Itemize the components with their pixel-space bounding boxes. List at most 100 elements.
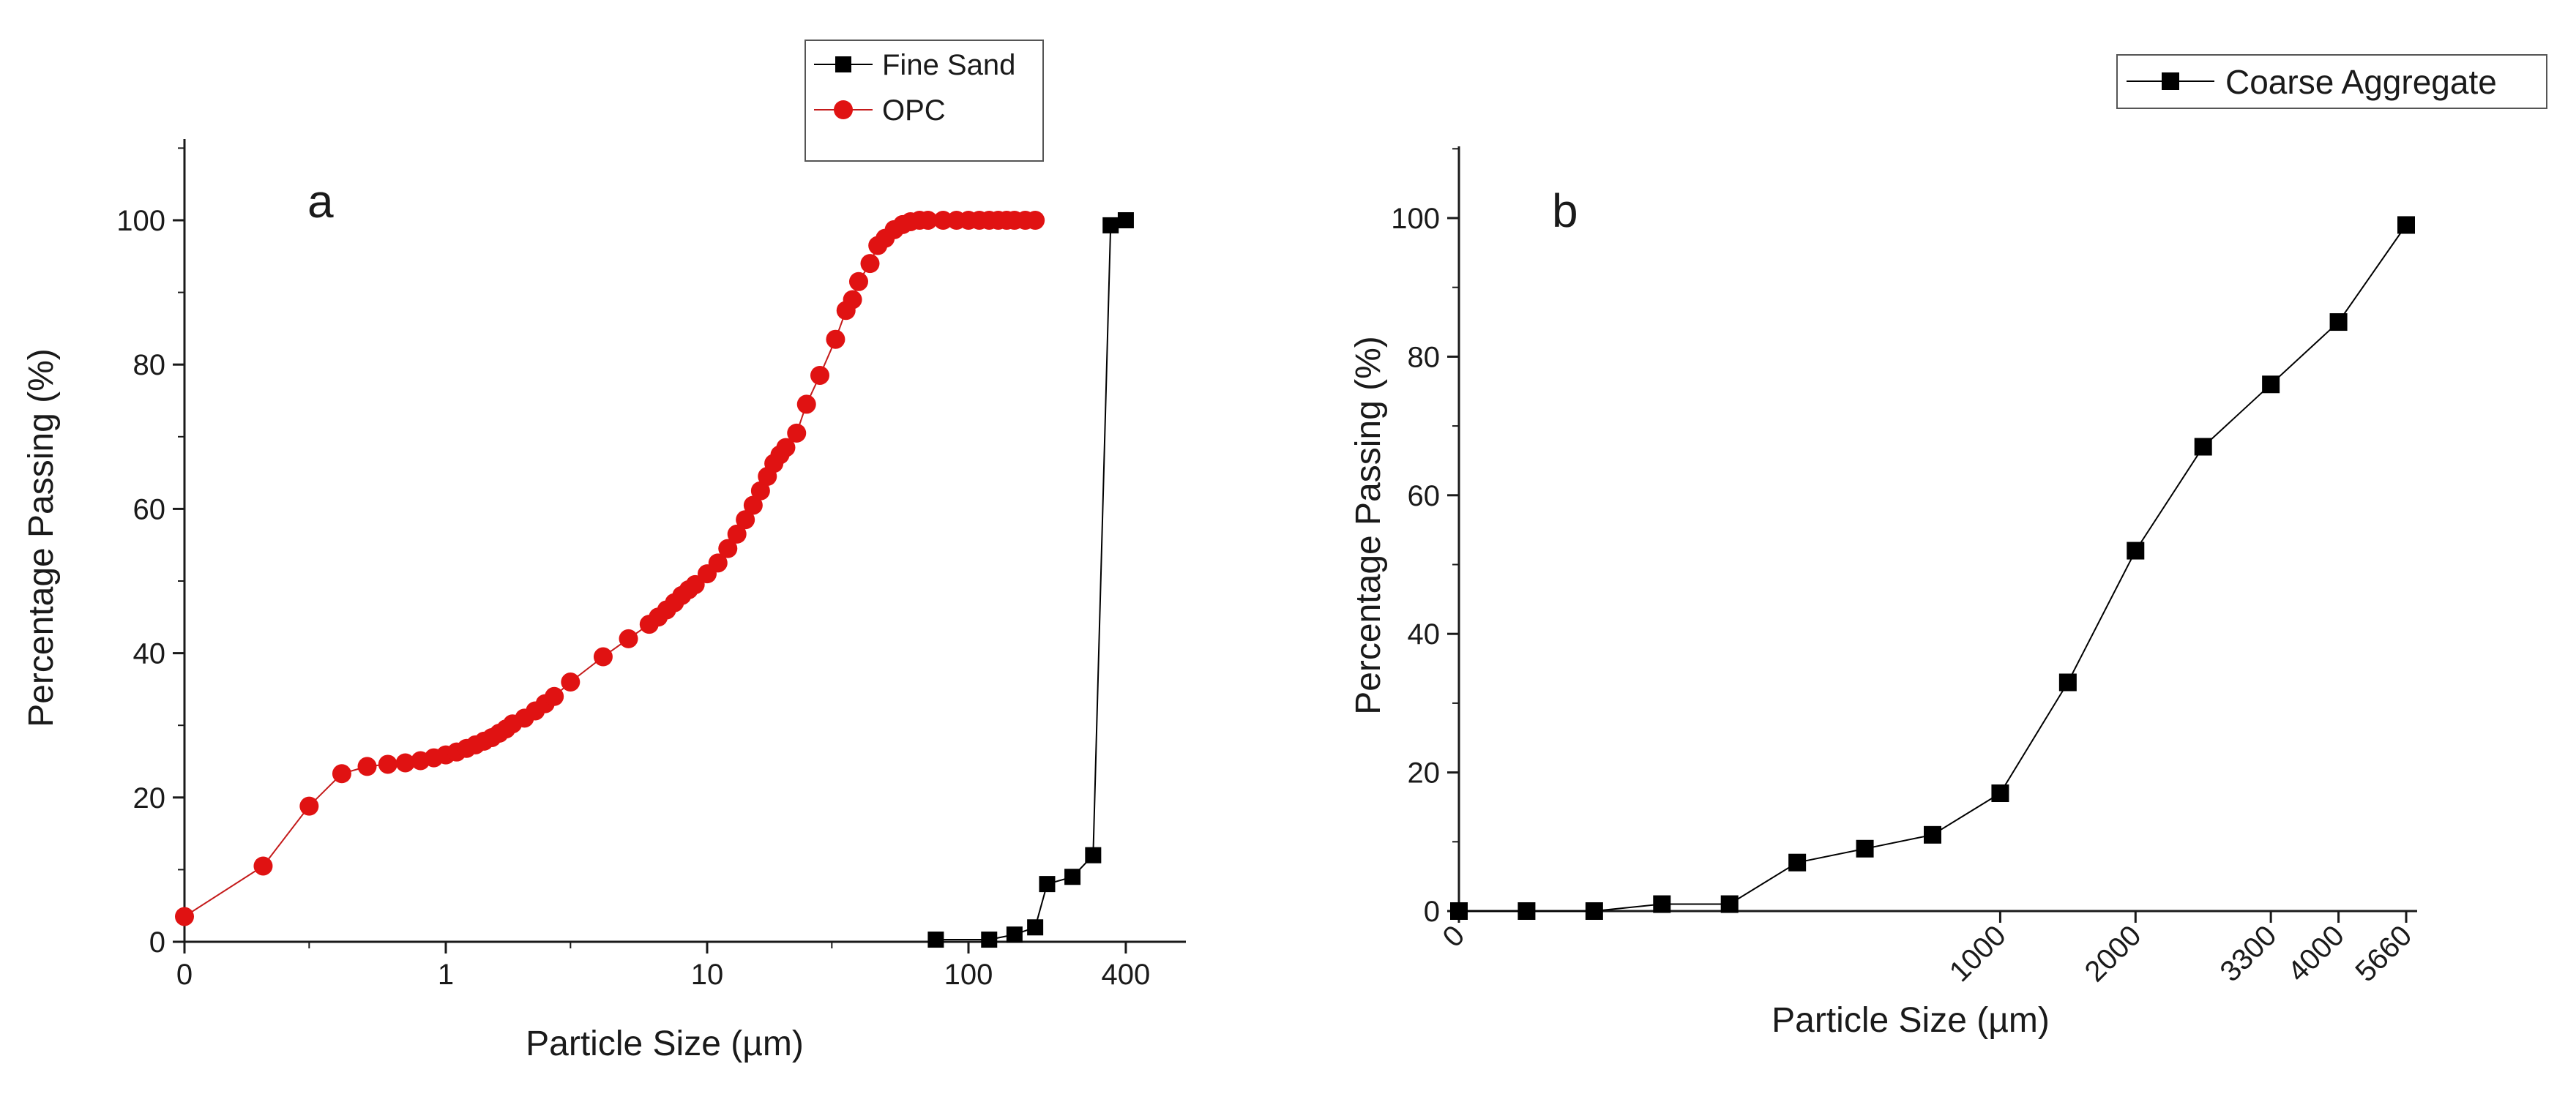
- panel-a-x-tick-label: 0: [176, 959, 193, 991]
- opc-data-point: [593, 647, 613, 667]
- panel-b-y-tick-label: 0: [1424, 896, 1440, 928]
- legend-opc-label: OPC: [882, 94, 946, 127]
- panel-b-legend: Coarse Aggregate: [2116, 54, 2547, 109]
- opc-data-point: [776, 438, 796, 457]
- panel-b-y-tick-label: 40: [1408, 618, 1441, 651]
- coarse-aggregate-data-point: [1856, 839, 1874, 858]
- series-coarse-aggregate-line: [1459, 224, 2407, 912]
- panel-b-series: [1450, 216, 2415, 920]
- coarse-aggregate-data-point: [2194, 438, 2212, 456]
- coarse-aggregate-data-point: [2058, 673, 2077, 692]
- opc-data-point: [561, 672, 580, 692]
- panel-b-x-tick-label: 3300: [2214, 919, 2282, 988]
- panel-b-x-tick-label: 4000: [2282, 919, 2351, 988]
- coarse-aggregate-data-point: [1924, 825, 1941, 844]
- fine-sand-data-point: [927, 932, 944, 948]
- opc-data-point: [545, 686, 564, 706]
- opc-data-point: [299, 796, 319, 816]
- opc-data-point: [860, 254, 880, 274]
- panel-a-y-tick-label: 40: [133, 638, 166, 670]
- panel-a-x-axis-title: Particle Size (µm): [526, 1024, 804, 1063]
- panel-b-x-tick-label: 0: [1437, 919, 1471, 953]
- panel-a-y-tick-label: 60: [133, 493, 166, 525]
- opc-data-point: [918, 211, 938, 230]
- coarse-aggregate-data-point: [1585, 902, 1603, 920]
- opc-data-point: [743, 495, 763, 515]
- series-fine-sand-line: [936, 220, 1127, 940]
- panel-b-y-tick-label: 80: [1408, 341, 1441, 373]
- coarse-aggregate-data-point: [2397, 216, 2415, 234]
- fine-sand-data-point: [1064, 869, 1081, 885]
- coarse-aggregate-data-point: [1450, 902, 1468, 920]
- legend-opc-marker: [834, 100, 853, 119]
- opc-data-point: [253, 856, 273, 876]
- panel-b-x-tick-label: 2000: [2079, 919, 2148, 988]
- panel-a-y-tick-label: 80: [133, 349, 166, 381]
- opc-data-point: [619, 629, 638, 648]
- legend-coarse-aggregate-marker: [2162, 72, 2179, 90]
- opc-data-point: [708, 553, 728, 573]
- opc-data-point: [848, 271, 868, 291]
- coarse-aggregate-data-point: [2127, 542, 2145, 560]
- panel-b-x-tick-label: 1000: [1944, 919, 2012, 988]
- legend-fine-sand-marker: [835, 56, 851, 72]
- panel-a-y-tick-label: 100: [116, 205, 165, 237]
- panel-b-y-tick-label: 60: [1408, 480, 1441, 512]
- opc-data-point: [843, 290, 862, 310]
- opc-data-point: [750, 481, 770, 501]
- opc-data-point: [718, 539, 738, 558]
- fine-sand-data-point: [1039, 876, 1056, 893]
- fine-sand-data-point: [1027, 919, 1044, 936]
- opc-data-point: [810, 365, 829, 385]
- coarse-aggregate-data-point: [1653, 895, 1671, 913]
- opc-data-point: [357, 757, 377, 776]
- panel-a-x-tick-label: 1: [438, 959, 454, 991]
- opc-data-point: [727, 524, 747, 544]
- panel-a-chart: 0 20 40 60 80 100 0 1 10 100 400 a Particle Size (…: [22, 40, 1186, 1063]
- fine-sand-data-point: [981, 932, 998, 948]
- opc-data-point: [933, 211, 953, 230]
- panel-b-x-tick-label: 5660: [2349, 919, 2418, 988]
- fine-sand-data-point: [1102, 217, 1119, 233]
- panel-a-x-tick-label: 400: [1102, 959, 1151, 991]
- panel-a-x-tick-label: 10: [691, 959, 724, 991]
- fine-sand-data-point: [1006, 926, 1023, 943]
- legend-coarse-aggregate-label: Coarse Aggregate: [2225, 63, 2497, 101]
- coarse-aggregate-data-point: [1991, 784, 2009, 803]
- panel-a-legend: Fine Sand OPC: [804, 40, 1044, 162]
- panel-b-y-axis-title: Percentage Passing (%): [1349, 336, 1388, 715]
- panel-a-y-tick-label: 20: [133, 782, 166, 814]
- coarse-aggregate-data-point: [1720, 895, 1739, 913]
- opc-data-point: [736, 510, 755, 530]
- panel-a-letter: a: [307, 175, 334, 228]
- panel-b-y-tick-label: 100: [1391, 203, 1440, 235]
- opc-data-point: [378, 754, 397, 774]
- panel-b-x-axis-title: Particle Size (µm): [1772, 1001, 2050, 1040]
- coarse-aggregate-data-point: [2329, 313, 2348, 331]
- opc-data-point: [395, 753, 415, 773]
- opc-data-point: [1026, 211, 1045, 230]
- opc-data-point: [175, 907, 194, 926]
- panel-a-y-axis-title: Percentage Passing (%): [22, 348, 61, 727]
- coarse-aggregate-data-point: [1517, 902, 1536, 920]
- panel-a-series: [175, 211, 1134, 948]
- opc-data-point: [787, 423, 807, 443]
- panel-a-x-tick-label: 100: [944, 959, 993, 991]
- panel-a-y-tick-label: 0: [149, 926, 165, 959]
- panel-b-letter: b: [1552, 184, 1578, 237]
- legend-fine-sand-label: Fine Sand: [882, 49, 1015, 81]
- fine-sand-data-point: [1117, 212, 1134, 228]
- opc-data-point: [826, 329, 845, 349]
- panel-b-y-tick-label: 20: [1408, 757, 1441, 790]
- coarse-aggregate-data-point: [2262, 375, 2280, 394]
- opc-data-point: [796, 394, 816, 414]
- panel-a-tick-labels: 0 20 40 60 80 100 0 1 10 100 400: [116, 205, 1150, 991]
- coarse-aggregate-data-point: [1788, 853, 1807, 872]
- panel-b-ticks: [1447, 148, 2408, 923]
- panel-a-ticks: [173, 147, 1127, 953]
- opc-data-point: [332, 764, 351, 784]
- fine-sand-data-point: [1085, 847, 1102, 863]
